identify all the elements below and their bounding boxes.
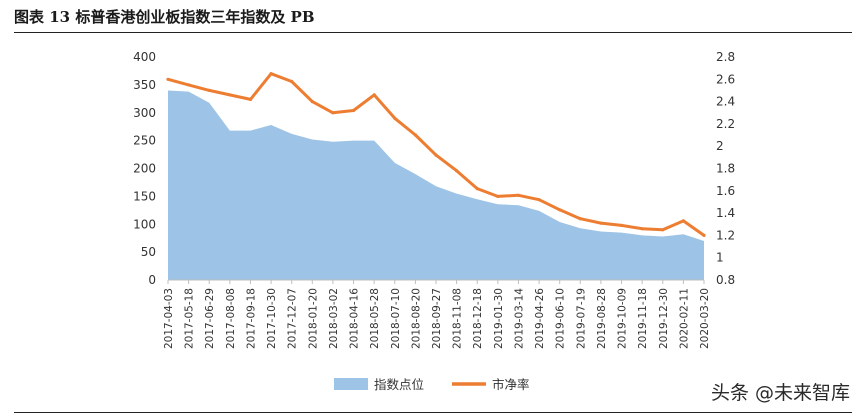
pb-point xyxy=(413,133,417,137)
right-tick-label: 1.2 xyxy=(716,228,735,242)
right-tick-label: 1.8 xyxy=(716,162,735,176)
pb-point xyxy=(269,72,273,76)
x-tick-label: 2017-04-03 xyxy=(163,288,175,349)
x-tick-label: 2017-09-18 xyxy=(245,288,257,349)
left-tick-label: 300 xyxy=(133,106,156,120)
legend: 指数点位 市净率 xyxy=(334,377,530,392)
x-tick-label: 2019-04-26 xyxy=(534,288,546,349)
x-tick-label: 2019-11-18 xyxy=(637,288,649,349)
right-tick-label: 1.6 xyxy=(716,184,735,198)
pb-point xyxy=(166,77,170,81)
right-tick-label: 2.2 xyxy=(716,117,735,131)
left-tick-label: 200 xyxy=(133,162,156,176)
footer-rule xyxy=(14,412,852,413)
right-tick-label: 1 xyxy=(716,251,724,265)
pb-point xyxy=(372,93,376,97)
index-area xyxy=(168,90,704,280)
x-tick-label: 2018-08-20 xyxy=(410,288,422,349)
x-tick-label: 2018-09-27 xyxy=(431,288,443,349)
legend-area-label: 指数点位 xyxy=(374,377,424,392)
area-series-layer xyxy=(167,90,705,280)
pb-point xyxy=(290,79,294,84)
pb-point xyxy=(702,233,706,237)
left-tick-label: 400 xyxy=(133,50,156,64)
right-tick-label: 2.4 xyxy=(716,95,735,109)
x-tick-label: 2020-02-11 xyxy=(678,288,690,349)
pb-point xyxy=(434,153,438,157)
left-tick-label: 50 xyxy=(141,245,156,259)
legend-area-swatch xyxy=(334,378,368,390)
pb-point xyxy=(558,208,562,212)
pb-point xyxy=(228,93,232,97)
left-tick-label: 150 xyxy=(133,189,156,203)
pb-point xyxy=(681,219,686,223)
x-tick-label: 2017-08-08 xyxy=(225,288,237,349)
pb-point xyxy=(578,217,582,221)
pb-point xyxy=(310,100,314,104)
x-tick-label: 2019-07-19 xyxy=(575,288,587,349)
line-series-layer xyxy=(166,72,706,237)
x-tick-label: 2018-01-20 xyxy=(307,288,319,349)
x-tick-label: 2017-06-29 xyxy=(204,288,216,349)
right-tick-label: 2.8 xyxy=(716,50,735,64)
chart-title: 图表 13 标普香港创业板指数三年指数及 PB xyxy=(14,8,315,26)
left-tick-label: 350 xyxy=(133,78,156,92)
x-tick-label: 2019-01-30 xyxy=(493,288,505,349)
right-tick-label: 0.8 xyxy=(716,273,735,287)
x-tick-label: 2018-11-08 xyxy=(452,288,464,349)
x-tick-label: 2018-07-10 xyxy=(390,288,402,349)
x-tick-label: 2020-03-20 xyxy=(699,288,711,349)
right-tick-label: 1.4 xyxy=(716,206,735,220)
x-tick-label: 2019-06-10 xyxy=(555,288,567,349)
pb-point xyxy=(640,227,644,231)
pb-point xyxy=(455,169,459,173)
x-tick-label: 2018-05-28 xyxy=(369,288,381,349)
right-tick-label: 2.6 xyxy=(716,72,735,86)
x-tick-label: 2017-10-30 xyxy=(266,288,278,349)
right-tick-label: 2 xyxy=(716,139,724,153)
pb-point xyxy=(661,228,665,232)
x-tick-label: 2019-12-30 xyxy=(658,288,670,349)
x-tick-label: 2019-10-09 xyxy=(617,288,629,349)
left-tick-label: 250 xyxy=(133,134,156,148)
pb-point xyxy=(516,193,521,197)
pb-point xyxy=(248,97,253,101)
legend-line-label: 市净率 xyxy=(492,377,530,392)
x-tick-label: 2018-04-16 xyxy=(349,288,361,349)
pb-point xyxy=(187,83,191,87)
left-tick-label: 100 xyxy=(133,217,156,231)
pb-point xyxy=(207,88,211,92)
pb-point xyxy=(331,111,335,115)
pb-point xyxy=(599,221,603,225)
x-tick-label: 2018-03-02 xyxy=(328,288,340,349)
pb-point xyxy=(351,108,356,113)
x-tick-label: 2018-12-18 xyxy=(472,288,484,349)
x-tick-label: 2019-08-28 xyxy=(596,288,608,349)
title-rule xyxy=(14,32,852,33)
x-tick-label: 2019-03-14 xyxy=(513,288,525,349)
watermark: 头条 @未来智库 xyxy=(710,382,850,404)
pb-point xyxy=(475,187,479,191)
pb-point xyxy=(393,116,397,120)
pb-point xyxy=(537,198,541,202)
x-tick-label: 2017-05-18 xyxy=(184,288,196,349)
pb-point xyxy=(619,223,624,227)
axes-layer: 0 50 100 150 200 250 300 350 400 0.8 1 1.2 1.4 1.6 1.8… xyxy=(133,50,735,349)
left-tick-label: 0 xyxy=(148,273,156,287)
x-tick-label: 2017-12-07 xyxy=(287,288,299,349)
pb-point xyxy=(496,194,500,198)
